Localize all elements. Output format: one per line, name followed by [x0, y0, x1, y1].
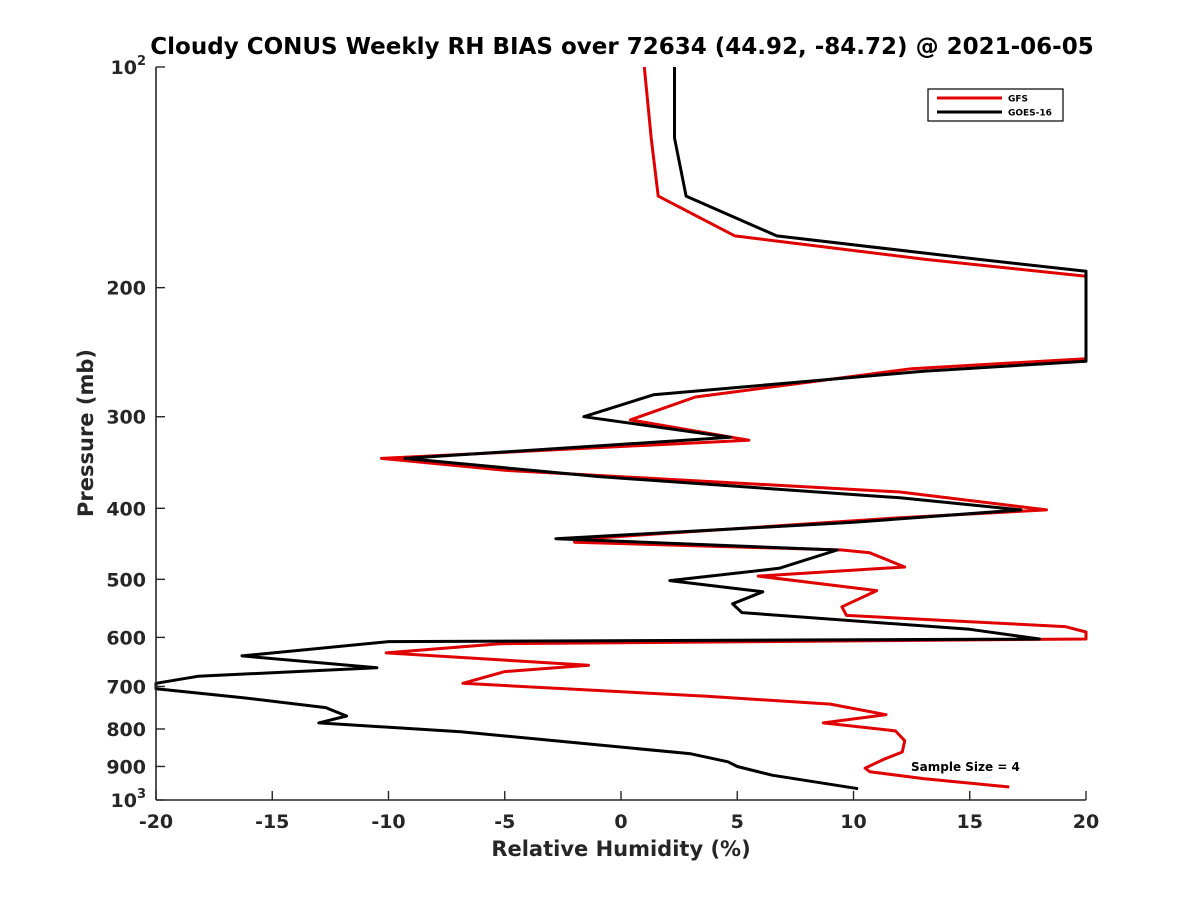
y-axis-label: Pressure (mb) — [74, 349, 98, 517]
x-tick-label: -20 — [139, 811, 173, 833]
y-tick-label: 200 — [106, 278, 146, 300]
x-tick-label: 15 — [957, 811, 983, 833]
legend-box — [927, 88, 1064, 122]
y-tick-label: 500 — [106, 569, 146, 591]
series-line-goes-16 — [154, 67, 1088, 791]
y-tick-label: 600 — [106, 627, 146, 649]
plot-area — [156, 67, 1086, 800]
y-tick-label: 900 — [106, 756, 146, 778]
y-tick-label: 400 — [106, 498, 146, 520]
y-ticks: 102 200 300 400 500 600 700 800 900 103 — [106, 54, 165, 812]
chart-title: Cloudy CONUS Weekly RH BIAS over 72634 (… — [150, 34, 1093, 60]
series-layer — [154, 66, 1088, 791]
y-tick-label: 103 — [111, 787, 147, 812]
sample-size-annotation: Sample Size = 4 — [911, 760, 1020, 774]
x-tick-label: -10 — [371, 811, 405, 833]
x-tick-label: -15 — [255, 811, 289, 833]
y-tick-label: 700 — [106, 676, 146, 698]
x-tick-label: -5 — [494, 811, 515, 833]
y-tick-label: 102 — [111, 54, 147, 79]
x-tick-label: 5 — [731, 811, 744, 833]
x-tick-label: 10 — [840, 811, 866, 833]
legend: GFS GOES-16 — [927, 88, 1064, 122]
x-axis-label: Relative Humidity (%) — [491, 837, 750, 861]
legend-label: GOES-16 — [1008, 109, 1052, 119]
legend-label: GFS — [1008, 95, 1028, 105]
y-tick-label: 300 — [106, 407, 146, 429]
x-tick-label: 0 — [614, 811, 627, 833]
x-tick-label: 20 — [1073, 811, 1099, 833]
y-tick-label: 800 — [106, 719, 146, 741]
x-ticks: -20 -15 -10 -5 0 5 10 15 20 — [139, 791, 1099, 833]
